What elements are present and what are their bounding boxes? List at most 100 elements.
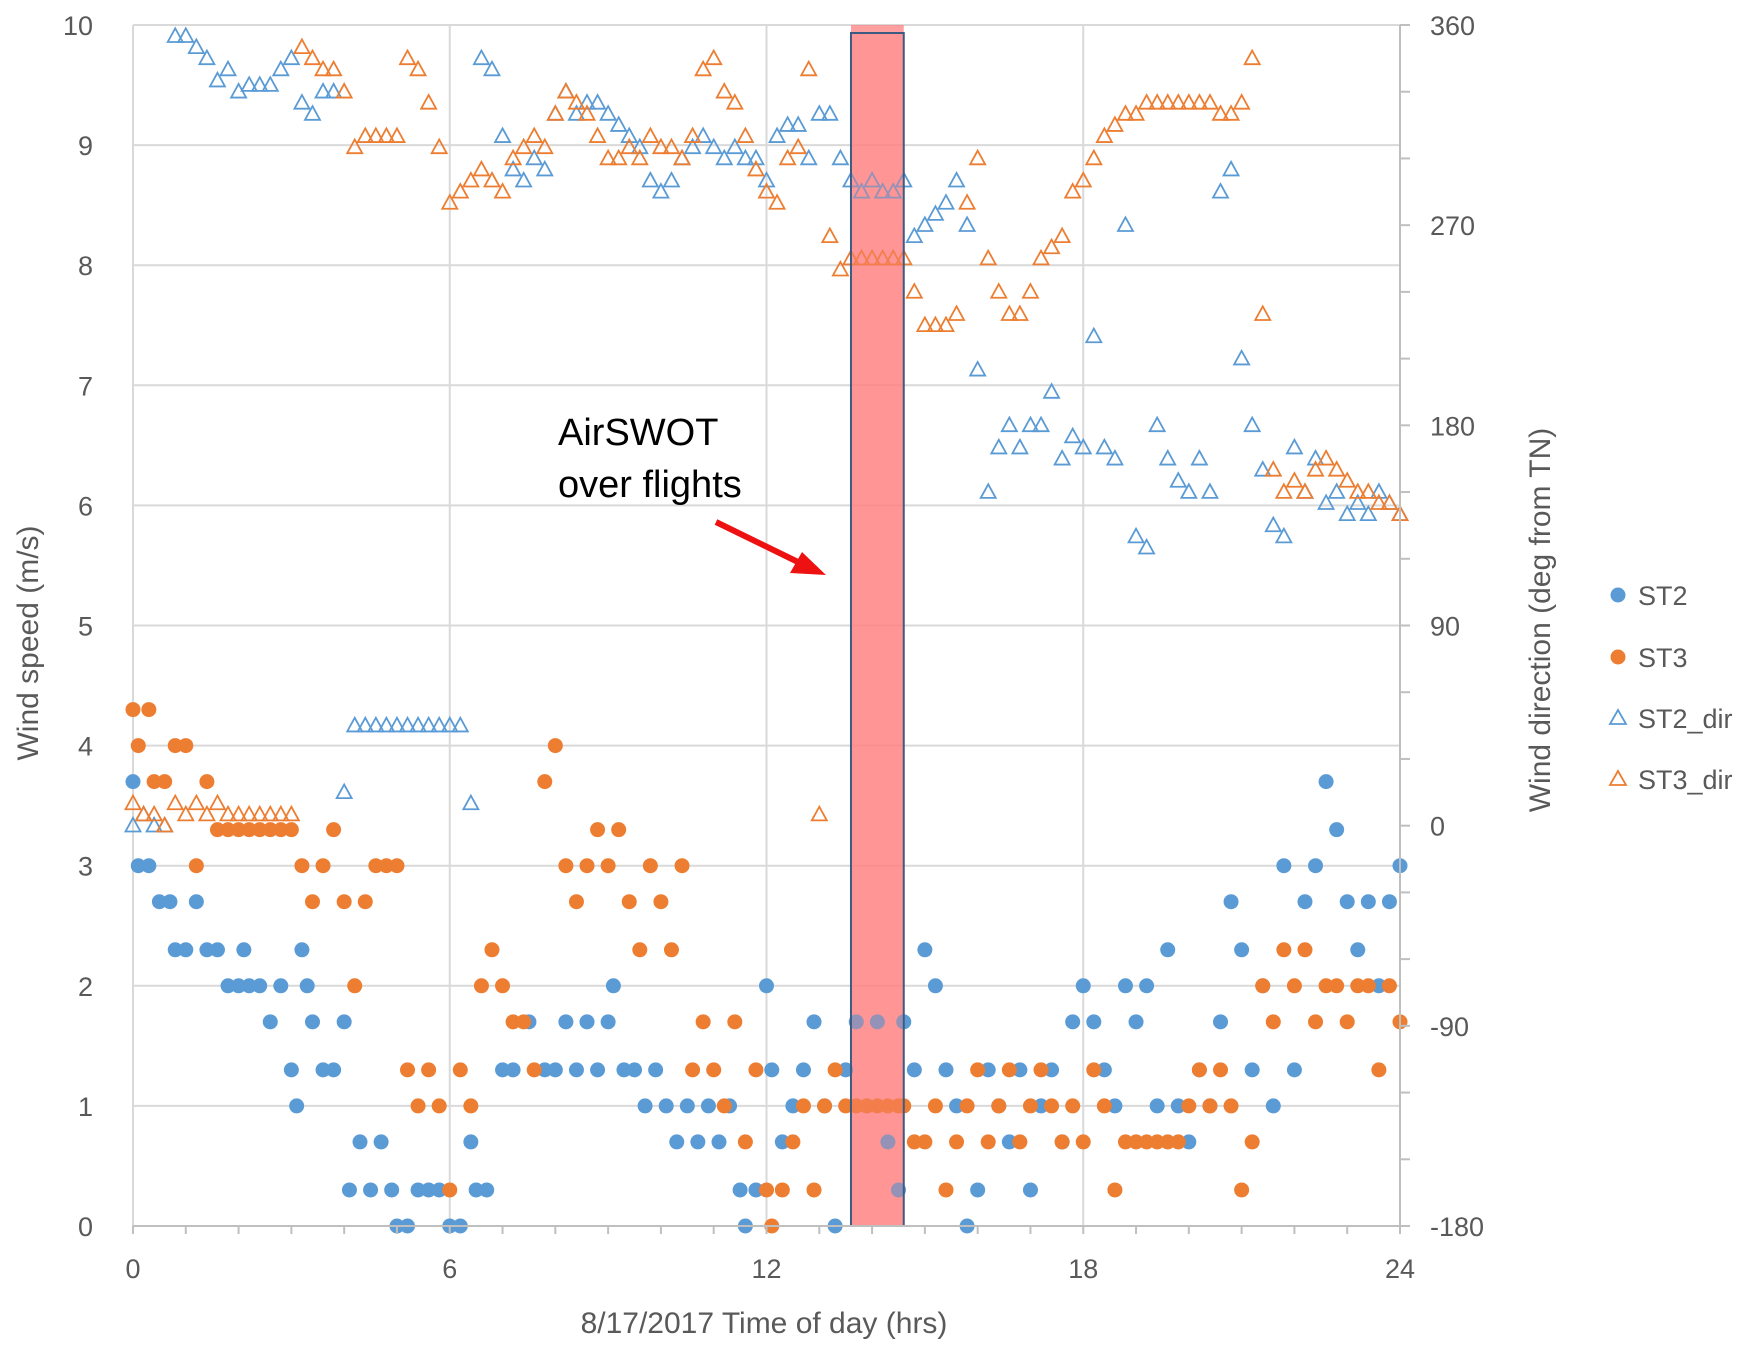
ST2_dir-point bbox=[968, 360, 987, 377]
ST2-point bbox=[637, 1098, 653, 1114]
ST3-point bbox=[1308, 1014, 1324, 1030]
ST2_dir-point bbox=[905, 226, 924, 244]
ST3_dir-point bbox=[1116, 104, 1135, 121]
ST3-point bbox=[220, 822, 236, 838]
ST3-point bbox=[663, 942, 679, 958]
ST3-point bbox=[706, 1062, 722, 1078]
ST3_dir-point bbox=[694, 59, 713, 77]
ST2-point bbox=[1022, 1182, 1038, 1198]
ST2-point bbox=[1012, 1062, 1028, 1078]
ST2_dir-point bbox=[1190, 449, 1209, 466]
ST2_dir-point bbox=[282, 48, 301, 66]
ST3_dir-point bbox=[1264, 460, 1283, 477]
ST2_dir-point bbox=[683, 137, 702, 155]
ST3-point bbox=[869, 1098, 885, 1114]
legend-marker bbox=[1608, 769, 1628, 786]
ST2_dir-point bbox=[620, 126, 639, 143]
ST3-point bbox=[1381, 978, 1397, 994]
ST2-point bbox=[605, 978, 621, 994]
ST3-point bbox=[748, 1062, 764, 1078]
y2-tick-label: 90 bbox=[1430, 612, 1460, 642]
ST3_dir-point bbox=[166, 793, 185, 811]
ST2-point bbox=[1128, 1014, 1144, 1030]
ST3-point bbox=[157, 774, 173, 790]
x-tick-label: 18 bbox=[1068, 1254, 1098, 1284]
ST3_dir-point bbox=[863, 248, 882, 266]
ST2-point bbox=[167, 942, 183, 958]
ST2-point bbox=[970, 1182, 986, 1198]
ST3-point bbox=[949, 1134, 965, 1150]
ST2_dir-point bbox=[1222, 159, 1241, 177]
ST2-point bbox=[1360, 894, 1376, 910]
ST2_dir-point bbox=[1105, 449, 1124, 466]
ST3_dir-point bbox=[387, 126, 406, 143]
ST3_dir-point bbox=[1105, 115, 1124, 132]
y2-tick-label: 360 bbox=[1430, 11, 1475, 41]
airswot-band-overlay bbox=[850, 33, 904, 1226]
ST3_dir-point bbox=[1063, 182, 1082, 199]
ST2_dir-point bbox=[577, 93, 597, 110]
ST3_dir-point bbox=[746, 159, 765, 177]
ST3_dir-point bbox=[1084, 148, 1103, 166]
ST3_dir-point bbox=[1348, 482, 1367, 499]
ST2-point bbox=[700, 1098, 716, 1114]
ST3-point bbox=[1350, 978, 1366, 994]
ST3-point bbox=[357, 894, 373, 910]
y2-tick-label: 180 bbox=[1430, 411, 1475, 441]
x-tick-label: 24 bbox=[1385, 1254, 1415, 1284]
ST2-point bbox=[384, 1182, 400, 1198]
legend-label: ST2_dir bbox=[1638, 704, 1733, 734]
ST3_dir-point bbox=[1095, 126, 1114, 143]
ST3-point bbox=[336, 894, 352, 910]
ST3_dir-point bbox=[208, 793, 227, 811]
y-tick-label: 8 bbox=[78, 251, 93, 281]
ST3-point bbox=[400, 1062, 416, 1078]
ST2_dir-point bbox=[778, 115, 797, 132]
ST2_dir-point bbox=[271, 59, 290, 77]
ST3-point bbox=[473, 978, 489, 994]
ST2_dir-point bbox=[1243, 415, 1262, 433]
ST3-point bbox=[817, 1098, 833, 1114]
ST3-point bbox=[125, 702, 141, 718]
ST2-point bbox=[732, 1182, 748, 1198]
ST3_dir-point bbox=[219, 804, 238, 822]
ST3-point bbox=[1339, 1014, 1355, 1030]
ST3_dir-point bbox=[303, 48, 322, 66]
ST3-point bbox=[252, 822, 268, 838]
ST3_dir-point bbox=[662, 137, 681, 155]
ST2_dir-point bbox=[989, 437, 1008, 455]
ST3-point bbox=[463, 1098, 479, 1114]
ST3_dir-point bbox=[482, 171, 502, 188]
ST2_dir-point bbox=[1063, 426, 1082, 444]
ST3-point bbox=[695, 1014, 711, 1030]
ST3-point bbox=[389, 858, 405, 874]
ST3-point bbox=[716, 1098, 732, 1114]
x-tick-label: 0 bbox=[125, 1254, 140, 1284]
ST3-point bbox=[917, 1134, 933, 1150]
ST2-point bbox=[806, 1014, 822, 1030]
ST2_dir-point bbox=[630, 137, 649, 155]
ST2_dir-point bbox=[947, 171, 966, 188]
ST2-point bbox=[199, 942, 215, 958]
legend-label: ST2 bbox=[1638, 581, 1688, 611]
ST3-point bbox=[590, 822, 606, 838]
y2-tick-label: -90 bbox=[1430, 1012, 1469, 1042]
ST2-point bbox=[273, 978, 289, 994]
ST3-point bbox=[938, 1182, 954, 1198]
ST2-point bbox=[315, 1062, 331, 1078]
ST2-point bbox=[209, 942, 225, 958]
y2-axis-title: Wind direction (deg from TN) bbox=[1524, 428, 1557, 813]
ST3-point bbox=[1160, 1134, 1176, 1150]
ST3_dir-point bbox=[546, 104, 565, 121]
ST2-point bbox=[848, 1014, 864, 1030]
ST2-point bbox=[1329, 822, 1345, 838]
ST3-point bbox=[188, 858, 204, 874]
ST2-point bbox=[1223, 894, 1239, 910]
ST2_dir-point bbox=[430, 715, 449, 733]
ST2_dir-point bbox=[810, 104, 829, 121]
ST2_dir-point bbox=[1148, 415, 1167, 433]
ST3_dir-point bbox=[1137, 93, 1156, 110]
ST3_dir-point bbox=[409, 59, 428, 77]
ST3-point bbox=[848, 1098, 864, 1114]
ST2_dir-point bbox=[440, 715, 459, 733]
